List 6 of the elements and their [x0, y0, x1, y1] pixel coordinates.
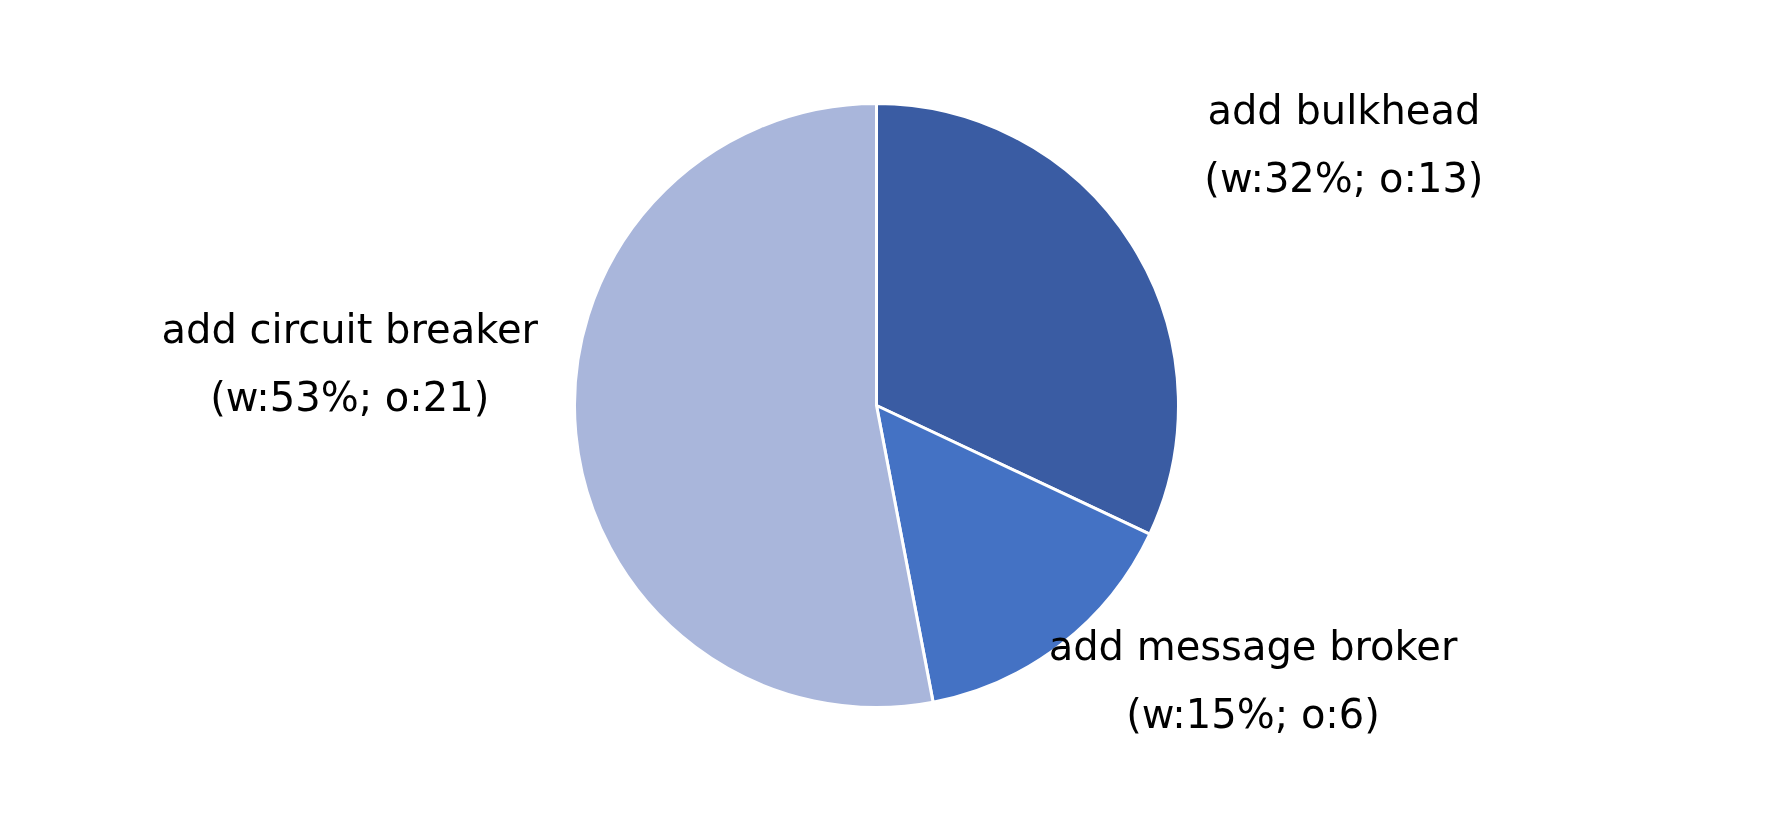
data-label: (w:32%; o:13) — [1204, 154, 1484, 201]
data-label: (w:15%; o:6) — [1126, 690, 1380, 737]
slice-label: add bulkhead — [1207, 86, 1481, 133]
data-label: (w:53%; o:21) — [210, 373, 490, 420]
slice-label: add circuit breaker — [161, 305, 539, 352]
slice-label: add message broker — [1048, 622, 1458, 669]
